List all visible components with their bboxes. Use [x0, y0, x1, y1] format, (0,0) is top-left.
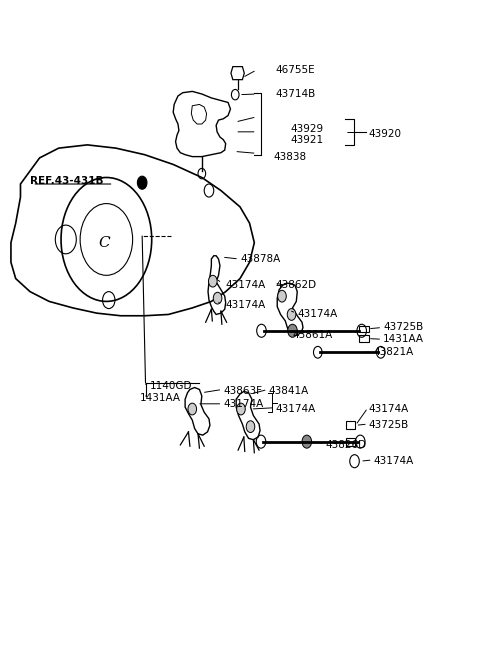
- Text: 43821A: 43821A: [373, 347, 414, 357]
- Circle shape: [137, 176, 147, 189]
- Text: 43878A: 43878A: [240, 254, 280, 264]
- Text: 43174A: 43174A: [373, 456, 414, 466]
- Text: 46755E: 46755E: [276, 65, 315, 75]
- Circle shape: [208, 275, 217, 287]
- Circle shape: [188, 403, 197, 415]
- Text: 43921: 43921: [290, 136, 323, 145]
- Text: 43174A: 43174A: [223, 400, 264, 409]
- Text: REF.43-431B: REF.43-431B: [30, 176, 104, 186]
- Circle shape: [288, 324, 297, 337]
- Text: 43174A: 43174A: [226, 280, 266, 290]
- Text: 43861A: 43861A: [292, 330, 333, 341]
- Circle shape: [213, 292, 222, 304]
- Circle shape: [278, 290, 286, 302]
- Circle shape: [246, 421, 255, 432]
- Text: 43174A: 43174A: [276, 404, 316, 414]
- Text: 43863F: 43863F: [223, 386, 262, 396]
- Text: 43826D: 43826D: [326, 440, 367, 450]
- Text: 1431AA: 1431AA: [140, 393, 181, 403]
- Text: 43841A: 43841A: [269, 386, 309, 396]
- Circle shape: [287, 309, 296, 320]
- Circle shape: [237, 403, 245, 415]
- Text: 43725B: 43725B: [369, 421, 409, 430]
- Text: 1431AA: 1431AA: [383, 334, 424, 345]
- Text: 43725B: 43725B: [383, 322, 423, 333]
- Text: 43838: 43838: [274, 151, 307, 162]
- Text: 43174A: 43174A: [297, 309, 337, 320]
- Text: 43929: 43929: [290, 124, 323, 134]
- Circle shape: [302, 435, 312, 448]
- Text: 43920: 43920: [369, 130, 402, 140]
- Text: 43174A: 43174A: [226, 300, 266, 310]
- Text: C: C: [98, 236, 110, 250]
- Text: 43862D: 43862D: [276, 280, 317, 290]
- Text: 1140GD: 1140GD: [149, 381, 192, 391]
- Text: 43174A: 43174A: [369, 404, 409, 414]
- Text: 43714B: 43714B: [276, 89, 316, 99]
